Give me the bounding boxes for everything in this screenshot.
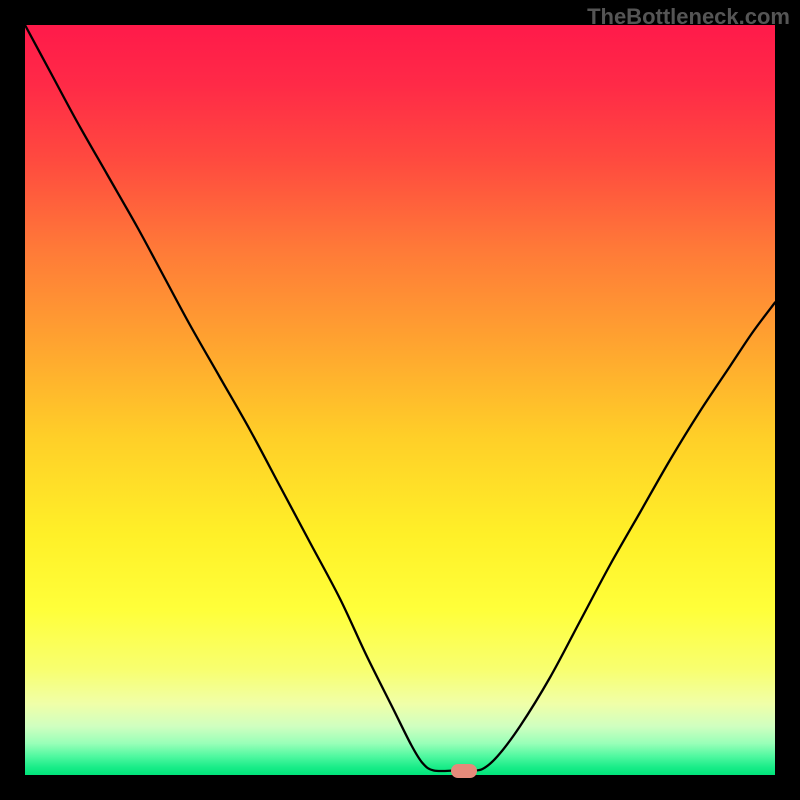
chart-background <box>25 25 775 775</box>
chart-canvas <box>0 0 800 800</box>
watermark-text: TheBottleneck.com <box>587 4 790 30</box>
optimum-marker <box>451 764 477 778</box>
bottleneck-chart: TheBottleneck.com <box>0 0 800 800</box>
